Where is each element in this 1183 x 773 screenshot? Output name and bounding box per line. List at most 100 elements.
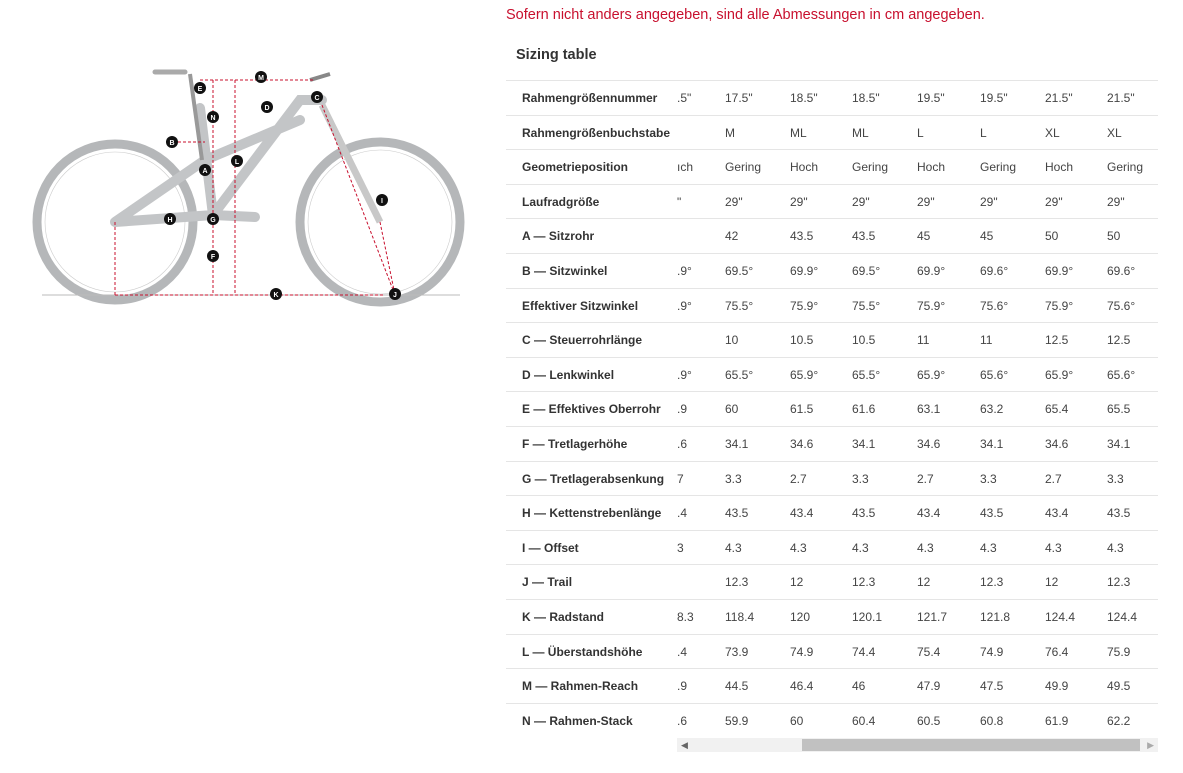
marker-a: A [199,164,211,176]
row-label: Laufradgröße [522,194,600,209]
table-cell: 61.5 [790,402,814,417]
table-row: J — Trail 12.3 12 12.3 12 12.3 12 12.3 [506,564,1158,599]
partial-cell: .9° [677,263,692,278]
table-cell: 46.4 [790,679,814,694]
table-row: L — Überstandshöhe .4 73.9 74.9 74.4 75.4 74.9… [506,633,1158,669]
table-cell: 18.5" [852,91,880,105]
table-cell: 34.1 [725,436,749,451]
row-label: I — Offset [522,540,579,555]
table-cell: 4.3 [852,540,869,555]
table-row: Rahmengrößenbuchstabe M ML ML L L XL XL [506,114,1158,150]
table-cell: 43.4 [917,506,941,521]
table-cell: 65.6° [1107,367,1136,382]
table-cell: 63.1 [917,402,941,417]
table-cell: 29" [1107,194,1125,209]
table-cell: Hoch [1045,160,1074,175]
svg-text:F: F [211,254,216,261]
table-cell: 50 [1045,229,1059,244]
table-cell: 34.1 [980,436,1004,451]
table-cell: 45 [980,229,994,244]
table-row: C — Steuerrohrlänge 10 10.5 10.5 11 11 12.5 12.… [506,322,1158,357]
partial-cell: .9° [677,298,692,313]
table-cell: 75.9° [1045,298,1074,313]
table-cell: 4.3 [917,540,934,555]
scroll-left-arrow-icon[interactable]: ◀ [681,740,688,750]
table-row: B — Sitzwinkel .9° 69.5° 69.9° 69.5° 69.9° 69.… [506,252,1158,288]
table-row: D — Lenkwinkel .9° 65.5° 65.9° 65.5° 65.9° 65.… [506,356,1158,392]
table-row: K — Radstand 8.3 118.4 120 120.1 121.7 121.8 12… [506,598,1158,634]
row-label: F — Tretlagerhöhe [522,436,628,451]
marker-c: C [311,91,323,103]
partial-cell: .4 [677,506,688,521]
table-cell: 43.5 [980,506,1004,521]
table-cell: 65.5° [725,367,754,382]
table-cell: 34.6 [1045,436,1069,451]
table-cell: 74.4 [852,644,876,659]
partial-cell: .9 [677,402,688,417]
table-cell: 4.3 [725,540,742,555]
svg-text:J: J [393,292,397,299]
horizontal-scrollbar[interactable]: ◀ ▶ [677,738,1158,752]
table-cell: 2.7 [790,471,807,486]
table-cell: 34.1 [1107,436,1131,451]
scrollbar-thumb[interactable] [802,739,1140,751]
table-cell: ML [790,125,807,140]
table-cell: 12.5 [1045,333,1069,348]
marker-h: H [164,213,176,225]
table-cell: 29" [1045,194,1063,209]
table-cell: Gering [852,160,889,175]
table-row: G — Tretlagerabsenkung 7 3.3 2.7 3.3 2.7 3.3 2.… [506,460,1158,496]
table-title: Sizing table [516,47,597,63]
table-row: M — Rahmen-Reach .9 44.5 46.4 46 47.9 47.5 49.9… [506,668,1158,703]
table-cell: 65.6° [980,367,1009,382]
table-cell: Hoch [917,160,946,175]
table-cell: 10.5 [852,333,876,348]
table-cell: 21.5" [1045,91,1073,105]
scroll-right-arrow-icon[interactable]: ▶ [1147,740,1154,750]
table-cell: 12.3 [725,575,749,590]
table-cell: 3.3 [1107,471,1124,486]
table-cell: 43.4 [790,506,814,521]
table-cell: 43.5 [790,229,814,244]
table-cell: 46 [852,679,866,694]
table-cell: Hoch [790,160,819,175]
table-cell: 12 [1045,575,1059,590]
table-cell: 12 [917,575,931,590]
table-cell: 43.5 [852,506,876,521]
table-cell: 65.4 [1045,402,1069,417]
row-label: J — Trail [522,575,573,590]
table-cell: 124.4 [1045,609,1076,624]
table-cell: 75.6° [980,298,1009,313]
row-label: D — Lenkwinkel [522,367,615,382]
row-label: Effektiver Sitzwinkel [522,298,639,313]
table-cell: 60.8 [980,713,1004,728]
table-cell: 75.5° [852,298,881,313]
marker-n: N [207,111,219,123]
partial-cell: 3 [677,540,684,555]
table-cell: 121.7 [917,609,948,624]
table-cell: Gering [1107,160,1144,175]
svg-text:L: L [235,159,240,166]
table-cell: 61.6 [852,402,876,417]
marker-b: B [166,136,178,148]
table-row: Geometrieposition ıch Gering Hoch Gering Hoch… [506,149,1158,184]
marker-m: M [255,71,267,83]
partial-cell: .5" [677,91,692,105]
row-label: L — Überstandshöhe [522,644,643,659]
svg-text:D: D [264,105,269,112]
table-cell: 60 [790,713,804,728]
svg-text:B: B [169,140,174,147]
table-cell: 69.5° [852,263,881,278]
svg-text:C: C [314,95,319,102]
table-cell: 75.9° [790,298,819,313]
table-cell: 69.9° [1045,263,1074,278]
table-cell: Gering [725,160,762,175]
table-cell: 49.9 [1045,679,1069,694]
svg-text:K: K [273,292,278,299]
marker-g: G [207,213,219,225]
partial-cell: .6 [677,713,688,728]
table-cell: 65.9° [790,367,819,382]
table-cell: 43.5 [725,506,749,521]
table-cell: M [725,125,735,140]
table-cell: 2.7 [917,471,934,486]
